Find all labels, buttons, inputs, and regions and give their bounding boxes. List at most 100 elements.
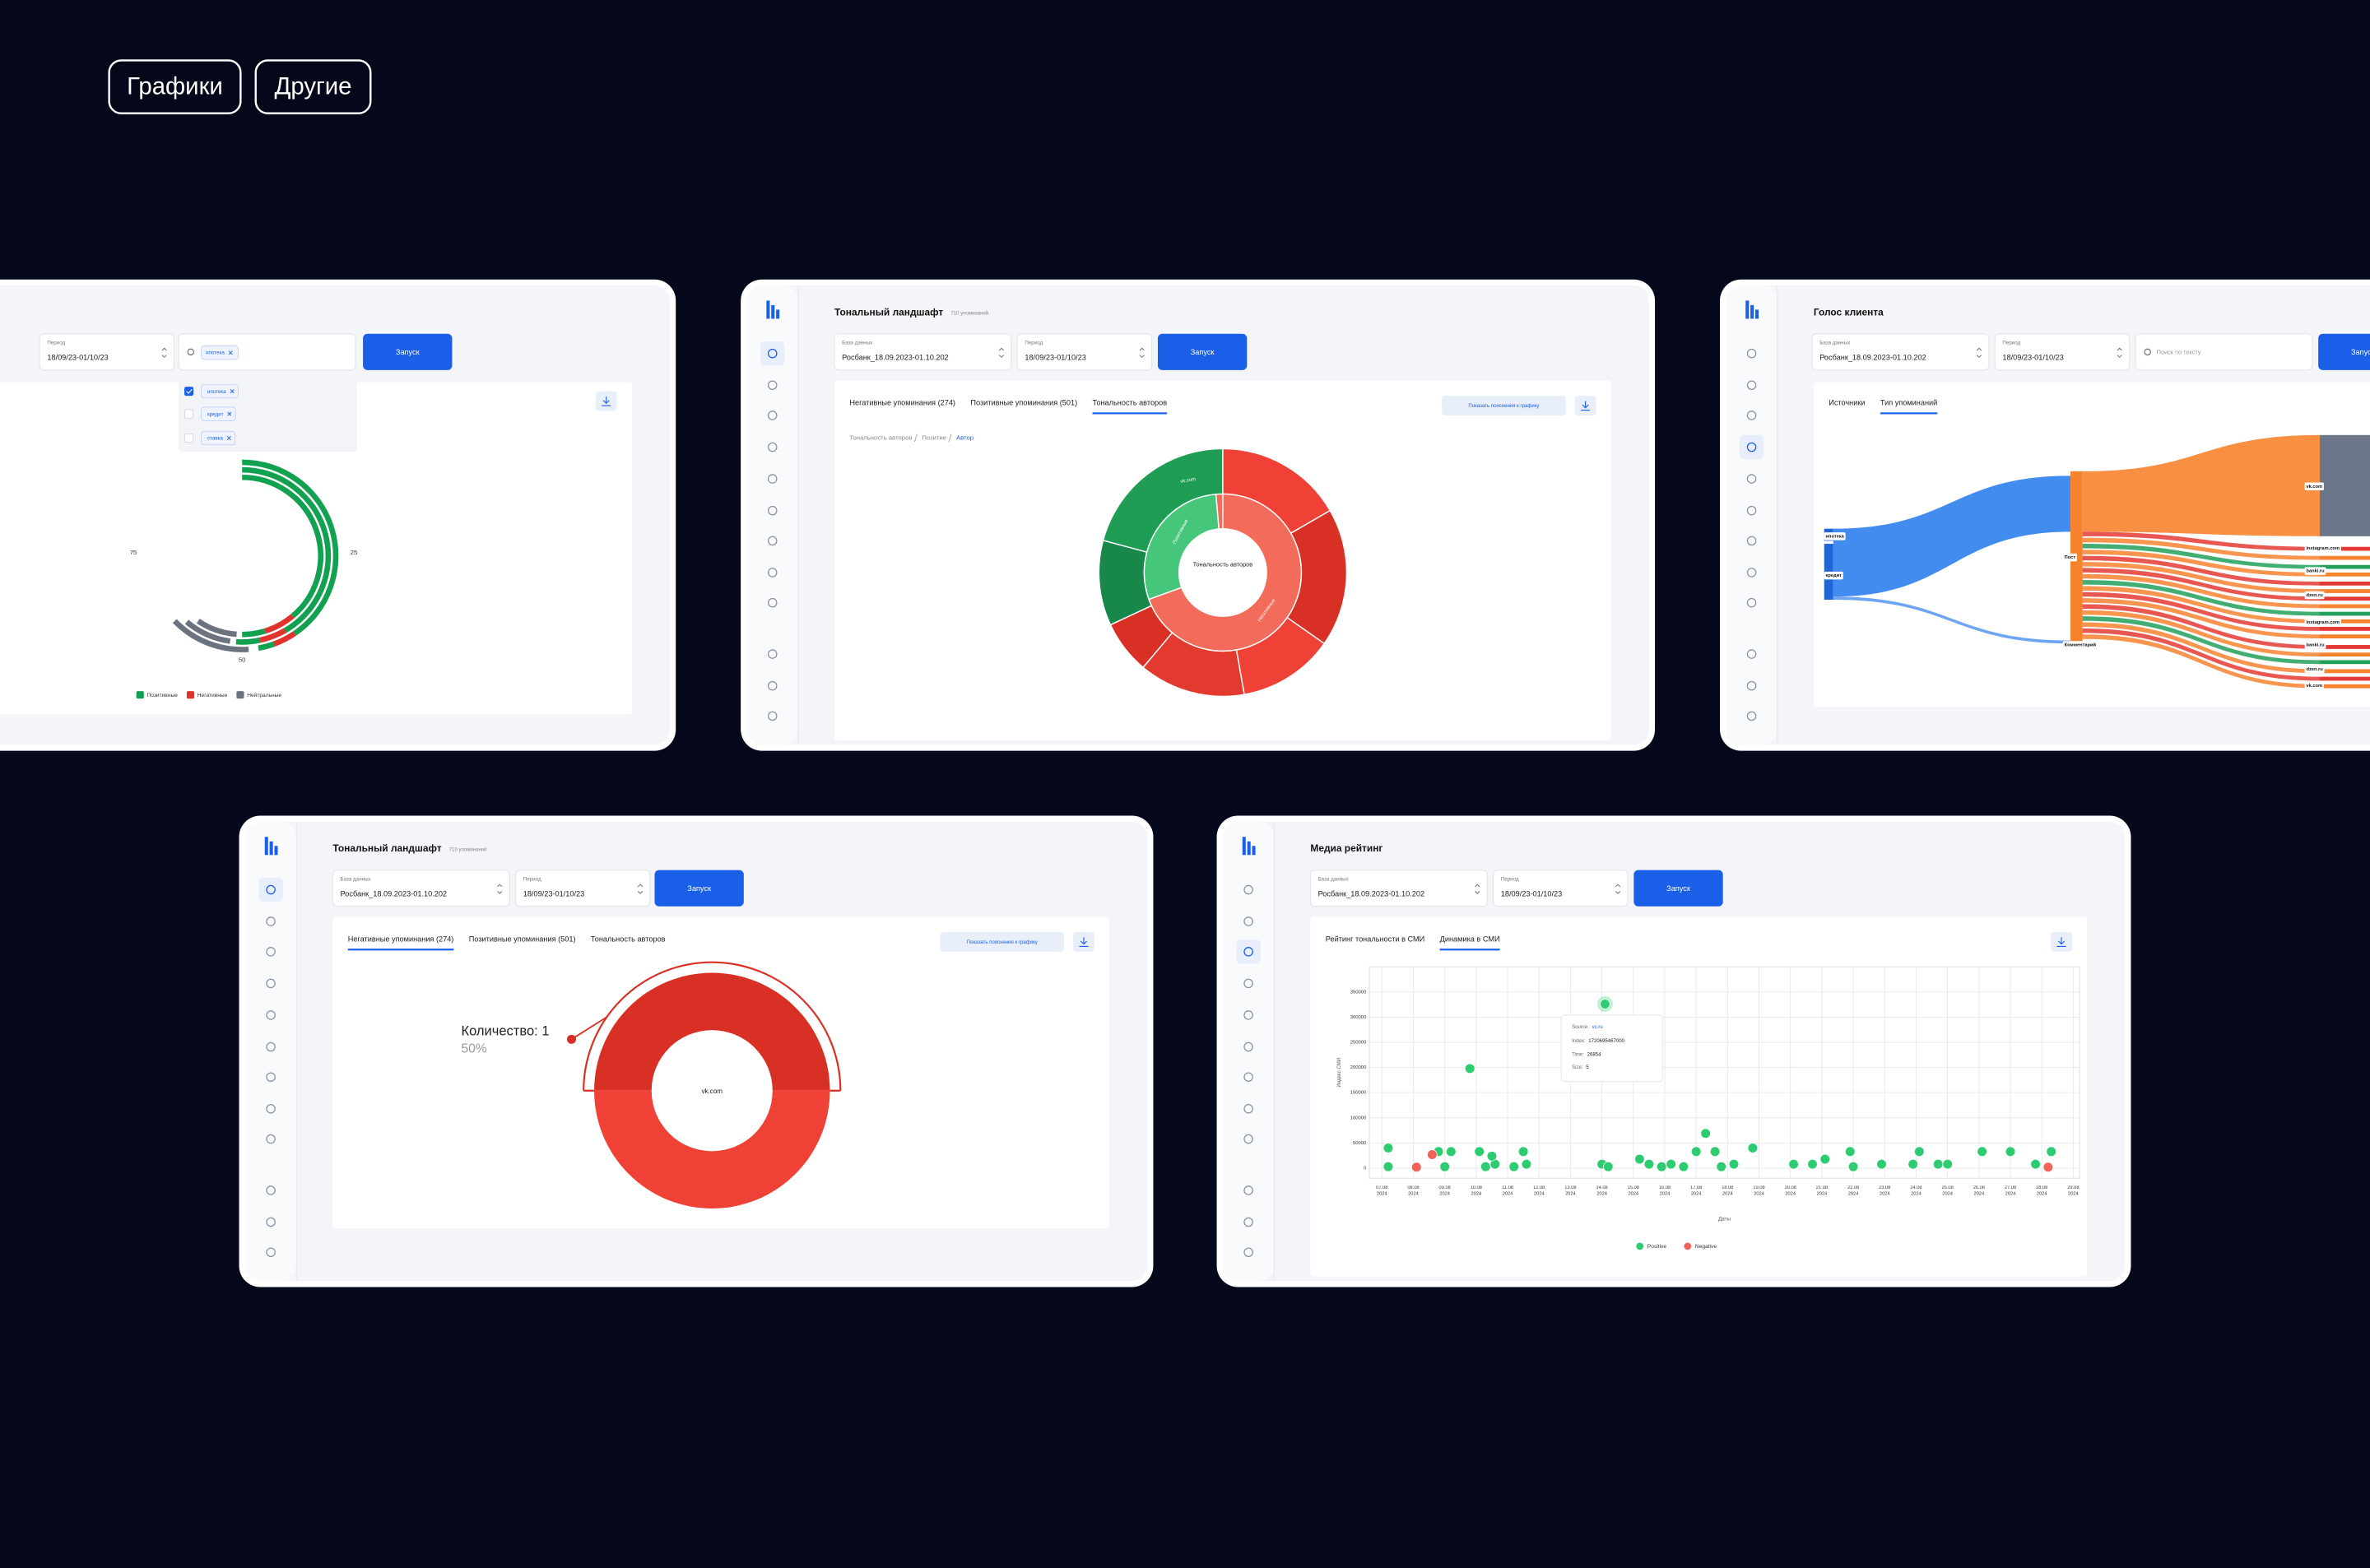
chevron: [1139, 347, 1145, 358]
sidebar-icon: [266, 1010, 276, 1020]
gauge-arc: [259, 628, 287, 643]
sidebar-icon: [266, 947, 276, 957]
card: [0, 382, 632, 715]
tab[interactable]: Негативные упоминания (274): [849, 399, 955, 407]
field-label: Период: [523, 876, 541, 882]
sankey-flow: [2082, 622, 2321, 674]
sankey-node: [2320, 596, 2370, 601]
y-tick-label: 150000: [1350, 1091, 1367, 1096]
checkbox[interactable]: [184, 387, 194, 397]
field: [1994, 333, 2131, 371]
point: [2005, 1146, 2016, 1157]
chip: [201, 346, 239, 360]
point: [1709, 1146, 1721, 1157]
point: [1602, 1161, 1614, 1172]
x-tick-label-box: 12.08 2024: [1533, 1185, 1545, 1195]
field-value: Росбанк_18.09.2023-01.10.202: [1318, 889, 1425, 898]
x-tick-label-box: 23.08 2024: [1879, 1185, 1891, 1196]
tab[interactable]: Негативные упоминания (274): [348, 935, 454, 944]
donut-slice: [594, 1090, 830, 1208]
point: [1382, 1161, 1394, 1172]
sankey-node: [2320, 684, 2370, 689]
sidebar-icon: [1746, 505, 1757, 516]
x-tick-label: 17.08 2024: [1690, 1185, 1703, 1196]
tab[interactable]: Динамика в СМИ: [1440, 935, 1500, 944]
point: [1977, 1146, 1987, 1157]
sankey-node: [2320, 589, 2370, 593]
sankey-flow: [1833, 596, 2071, 644]
run-button[interactable]: [363, 333, 453, 370]
tab[interactable]: Тип упоминаний: [1880, 399, 1937, 407]
sidebar-icon: [1243, 1072, 1253, 1083]
x-tick-label: 23.08 2024: [1879, 1185, 1891, 1196]
y-tick-label: 100000: [1350, 1116, 1367, 1120]
point: [1517, 1146, 1529, 1157]
sunburst-center-label-box: Тональность авторов: [1193, 560, 1253, 568]
chevron: [1615, 884, 1621, 894]
run-button[interactable]: [2318, 333, 2370, 370]
chip: [201, 406, 236, 421]
sankey-node: [2320, 546, 2370, 551]
tag-frame: [254, 59, 372, 114]
sankey-label: banki.ru: [2306, 569, 2325, 574]
search-chip: ипотека: [206, 350, 225, 355]
point: [1474, 1146, 1485, 1157]
gauge-arc: [242, 459, 339, 636]
tab[interactable]: Источники: [1829, 399, 1865, 407]
tooltip-value: 26854: [1587, 1052, 1601, 1057]
x-tick-label: 24.08 2024: [1910, 1185, 1922, 1196]
sidebar-icon: [1243, 1104, 1253, 1114]
search-field: [2135, 333, 2313, 371]
run-button[interactable]: [1157, 333, 1248, 370]
sankey-node: [2320, 581, 2370, 586]
tooltip-value: 1720695467000: [1588, 1039, 1624, 1044]
field: [39, 333, 175, 371]
download-icon: [1079, 937, 1089, 947]
run-button[interactable]: [654, 870, 744, 907]
explain-button[interactable]: [940, 931, 1065, 952]
sidebar-icon: [1746, 568, 1757, 578]
gauge-arc: [235, 637, 261, 645]
tab-underline: [347, 949, 454, 951]
logo-bar: [1252, 846, 1256, 856]
run-button-label: Запуск: [2351, 348, 2370, 356]
checkbox[interactable]: [184, 409, 194, 419]
tab[interactable]: Позитивные упоминания (501): [970, 399, 1077, 407]
sidebar-icon: [767, 536, 778, 546]
sankey-label: vk.com: [2306, 485, 2322, 489]
point: [1382, 1143, 1394, 1153]
chevron: [998, 347, 1004, 358]
sidebar-active: [258, 877, 283, 902]
logo-bar: [1754, 309, 1759, 319]
x-tick-label-box: 10.08 2024: [1471, 1185, 1482, 1195]
sidebar-icon: [1746, 680, 1757, 691]
sankey-node: [2320, 611, 2370, 616]
sankey-node: [2320, 555, 2370, 560]
sankey-label-bg: [1824, 571, 1843, 580]
breadcrumb-item[interactable]: Тональность авторов: [849, 434, 912, 442]
sankey-flow: [2082, 544, 2321, 569]
x-tick-label-box: 25.08 2024: [1942, 1185, 1954, 1195]
tab[interactable]: Тональность авторов: [1093, 399, 1168, 407]
point: [1411, 1162, 1422, 1173]
run-button[interactable]: [1633, 870, 1723, 907]
chevron: [2117, 347, 2122, 358]
point: [1508, 1161, 1519, 1172]
sankey-label: dzen.ru: [2306, 667, 2323, 672]
legend-label: Нейтральные: [247, 692, 281, 698]
tab[interactable]: Позитивные упоминания (501): [469, 935, 576, 944]
explain-button[interactable]: [1442, 396, 1566, 415]
tab[interactable]: Рейтинг тональности в СМИ: [1326, 935, 1425, 944]
x-tick-label: 07.08 2024: [1376, 1185, 1388, 1196]
sankey-label-bg: [2304, 665, 2325, 674]
breadcrumb-item[interactable]: Позитие: [922, 434, 946, 442]
sidebar-icon: [767, 348, 778, 359]
checkbox[interactable]: [184, 433, 194, 443]
run-button-label: Запуск: [1191, 348, 1215, 356]
x-tick-label-box: 21.08 2024: [1816, 1185, 1828, 1195]
tab[interactable]: Тональность авторов: [591, 935, 666, 944]
x-tick-label-box: 24.08 2024: [1910, 1185, 1922, 1196]
point: [1678, 1161, 1689, 1172]
chevron: [637, 884, 644, 894]
sidebar-icon: [1746, 536, 1757, 546]
